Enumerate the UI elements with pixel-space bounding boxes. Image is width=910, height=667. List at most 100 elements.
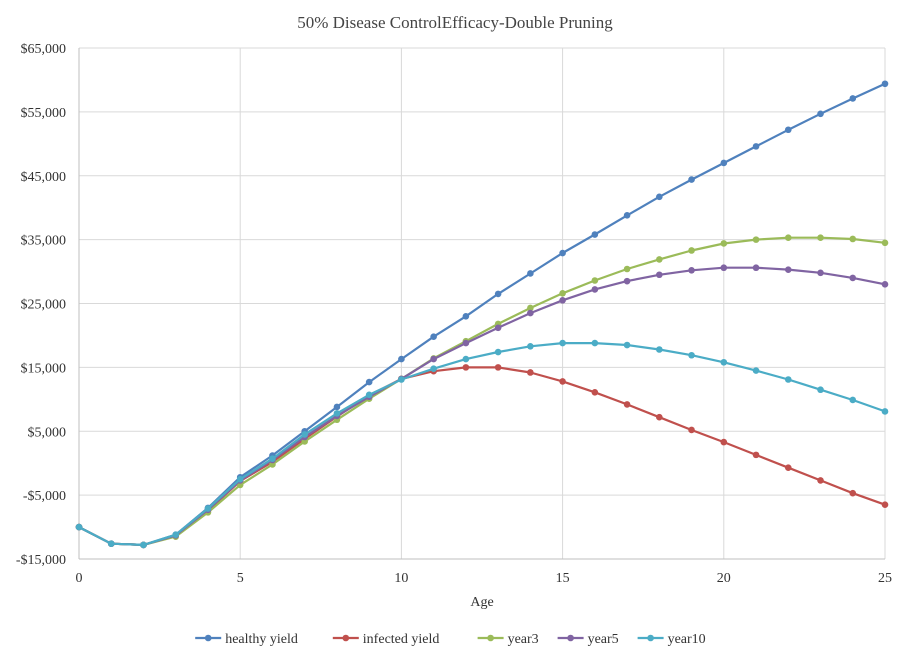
data-point <box>656 256 663 263</box>
data-point <box>784 234 792 242</box>
y-tick-label: $45,000 <box>21 170 67 185</box>
series-lines <box>75 80 889 549</box>
data-point <box>817 477 824 484</box>
chart-title: 50% Disease ControlEfficacy-Double Pruni… <box>297 13 613 32</box>
x-tick-label: 25 <box>878 571 892 586</box>
series-year5 <box>75 264 889 549</box>
data-point <box>688 266 695 274</box>
data-point <box>75 523 83 531</box>
data-point <box>881 501 889 509</box>
x-axis-label: Age <box>470 595 493 610</box>
data-point <box>494 324 502 332</box>
data-point <box>365 391 373 399</box>
data-point <box>269 455 276 463</box>
data-point <box>752 143 760 150</box>
data-point <box>591 339 599 347</box>
data-point <box>591 277 599 284</box>
data-point <box>720 240 728 247</box>
data-point <box>301 431 308 438</box>
data-point <box>172 531 180 539</box>
data-point <box>720 264 728 272</box>
data-point <box>462 355 470 363</box>
data-point <box>430 355 437 363</box>
series-year3 <box>75 234 889 549</box>
data-point <box>656 193 663 201</box>
x-tick-label: 15 <box>556 571 570 586</box>
data-point <box>559 378 566 385</box>
data-point <box>784 376 792 383</box>
y-tick-label: $15,000 <box>21 361 67 376</box>
x-tick-label: 5 <box>237 571 244 586</box>
series-year10 <box>75 339 889 549</box>
data-point <box>784 464 792 471</box>
data-point <box>333 403 341 411</box>
data-point <box>527 309 534 317</box>
data-point <box>527 304 534 312</box>
data-point <box>752 236 760 243</box>
data-point <box>752 451 760 459</box>
data-point <box>559 289 566 297</box>
legend-label: infected yield <box>363 632 440 647</box>
data-point <box>720 438 728 446</box>
legend-label: year10 <box>668 632 706 647</box>
data-point <box>204 505 212 512</box>
data-point <box>688 426 695 434</box>
legend-item: infected yield <box>332 632 440 647</box>
data-point <box>881 80 889 88</box>
y-tick-label: $65,000 <box>21 42 67 57</box>
data-point <box>784 126 792 134</box>
y-tick-label: $5,000 <box>28 425 67 440</box>
legend-label: healthy yield <box>225 632 298 647</box>
x-tick-label: 0 <box>76 571 83 586</box>
data-point <box>527 369 534 376</box>
y-tick-label: -$5,000 <box>23 489 66 504</box>
data-point <box>881 408 889 415</box>
legend-item: year10 <box>637 632 706 647</box>
data-point <box>494 290 502 298</box>
data-point <box>752 264 760 272</box>
data-point <box>140 541 147 549</box>
legend-label: year3 <box>508 632 539 647</box>
data-point <box>494 348 502 356</box>
data-point <box>333 410 341 417</box>
data-point <box>881 281 889 288</box>
axes: -$15,000 -$5,000 $5,000 $15,000 $25,000 $35,0… <box>16 42 892 586</box>
grid <box>78 47 886 560</box>
data-point <box>623 401 631 408</box>
data-point <box>720 358 728 366</box>
legend-swatch-marker <box>647 634 654 642</box>
data-point <box>623 277 631 285</box>
data-point <box>817 110 824 118</box>
legend-swatch-marker <box>567 634 574 642</box>
data-point <box>430 365 437 372</box>
data-point <box>559 249 566 257</box>
data-point <box>849 274 857 282</box>
series-healthy-yield <box>75 80 889 549</box>
y-tick-label: $55,000 <box>21 106 67 121</box>
data-point <box>784 266 792 273</box>
data-point <box>720 159 728 167</box>
data-point <box>623 212 631 219</box>
data-point <box>107 540 115 547</box>
data-point <box>591 231 599 238</box>
data-point <box>591 388 599 396</box>
data-point <box>591 286 599 293</box>
series-line <box>78 266 886 547</box>
x-tick-label: 20 <box>717 571 731 586</box>
legend-item: healthy yield <box>195 632 298 647</box>
y-tick-label: $25,000 <box>21 298 67 313</box>
data-point <box>398 376 405 383</box>
x-tick-label: 10 <box>394 571 408 586</box>
data-point <box>656 346 663 353</box>
series-line <box>78 342 886 547</box>
data-point <box>688 247 695 254</box>
data-point <box>430 333 437 341</box>
data-point <box>527 342 534 350</box>
data-point <box>623 341 631 349</box>
data-point <box>688 176 695 183</box>
legend-item: year3 <box>477 632 539 647</box>
data-point <box>849 235 857 243</box>
data-point <box>817 269 824 277</box>
data-point <box>527 270 534 277</box>
data-point <box>688 351 695 359</box>
